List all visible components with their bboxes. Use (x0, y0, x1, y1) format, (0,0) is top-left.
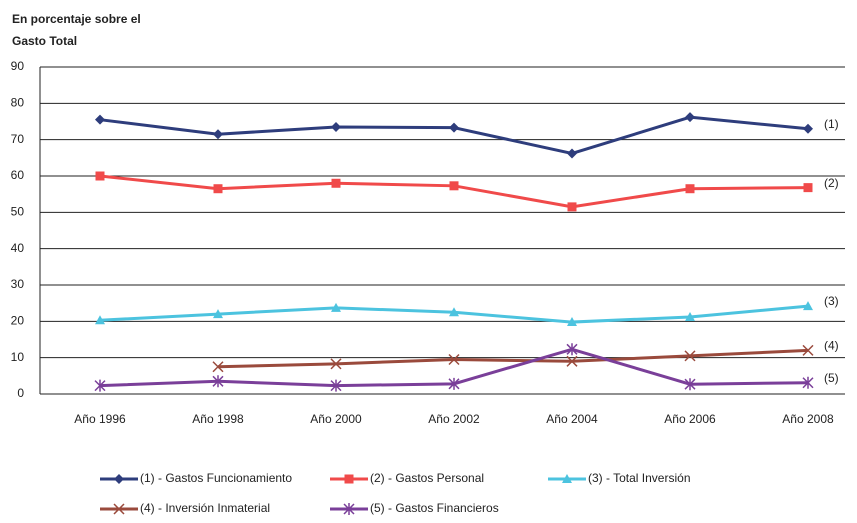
marker (803, 183, 813, 193)
legend-label: (3) - Total Inversión (588, 471, 691, 485)
y-tick-label: 40 (11, 241, 25, 255)
marker (684, 378, 696, 391)
series-line (99, 115, 809, 156)
marker (567, 317, 577, 327)
series-annotation: (5) (824, 371, 839, 385)
y-axis-label: En porcentaje sobre el (12, 12, 141, 26)
x-tick-label: Año 2008 (782, 412, 834, 426)
y-tick-label: 90 (11, 59, 25, 73)
marker (449, 122, 459, 133)
marker (803, 301, 813, 311)
marker (567, 148, 577, 159)
marker (448, 353, 460, 366)
legend-label: (1) - Gastos Funcionamiento (140, 471, 292, 485)
marker (343, 503, 355, 515)
x-tick-label: Año 1998 (192, 412, 244, 426)
marker (212, 375, 224, 388)
legend-label: (4) - Inversión Inmaterial (140, 501, 270, 515)
y-tick-label: 60 (11, 168, 25, 182)
y-tick-label: 10 (11, 350, 25, 364)
series-line (217, 348, 809, 369)
series-line (99, 174, 809, 209)
marker (344, 474, 354, 484)
marker (567, 202, 577, 212)
marker (802, 376, 814, 389)
marker (94, 379, 106, 392)
marker (562, 474, 572, 483)
y-tick-label: 80 (11, 96, 25, 110)
marker (331, 121, 341, 132)
marker (330, 358, 342, 370)
series-annotation: (1) (824, 117, 839, 131)
x-tick-label: Año 2006 (664, 412, 716, 426)
x-tick-label: Año 2004 (546, 412, 598, 426)
marker (566, 355, 578, 367)
x-tick-label: Año 1996 (74, 412, 126, 426)
marker (803, 123, 813, 134)
legend-label: (2) - Gastos Personal (370, 471, 484, 485)
marker (95, 171, 105, 181)
marker (114, 474, 124, 484)
legend-label: (5) - Gastos Financieros (370, 501, 499, 515)
y-tick-label: 50 (11, 205, 25, 219)
marker (802, 344, 814, 356)
marker (113, 503, 125, 515)
y-tick-label: 20 (11, 314, 25, 328)
y-tick-label: 70 (11, 132, 25, 146)
marker (448, 377, 460, 390)
marker (684, 350, 696, 362)
x-tick-label: Año 2002 (428, 412, 480, 426)
marker (213, 184, 223, 194)
marker (213, 309, 223, 319)
x-tick-label: Año 2000 (310, 412, 362, 426)
series-annotation: (4) (824, 339, 839, 353)
marker (566, 343, 578, 356)
marker (95, 315, 105, 325)
marker (449, 307, 459, 317)
marker (95, 114, 105, 125)
y-tick-label: 30 (11, 277, 25, 291)
marker (331, 178, 341, 188)
y-axis-label: Gasto Total (12, 34, 77, 48)
marker (212, 361, 224, 373)
series-annotation: (3) (824, 294, 839, 308)
y-tick-label: 0 (17, 386, 24, 400)
marker (449, 181, 459, 191)
marker (685, 311, 695, 321)
marker (331, 302, 341, 312)
series-annotation: (2) (824, 176, 839, 190)
marker (213, 129, 223, 140)
marker (685, 184, 695, 194)
marker (330, 379, 342, 392)
marker (685, 112, 695, 123)
